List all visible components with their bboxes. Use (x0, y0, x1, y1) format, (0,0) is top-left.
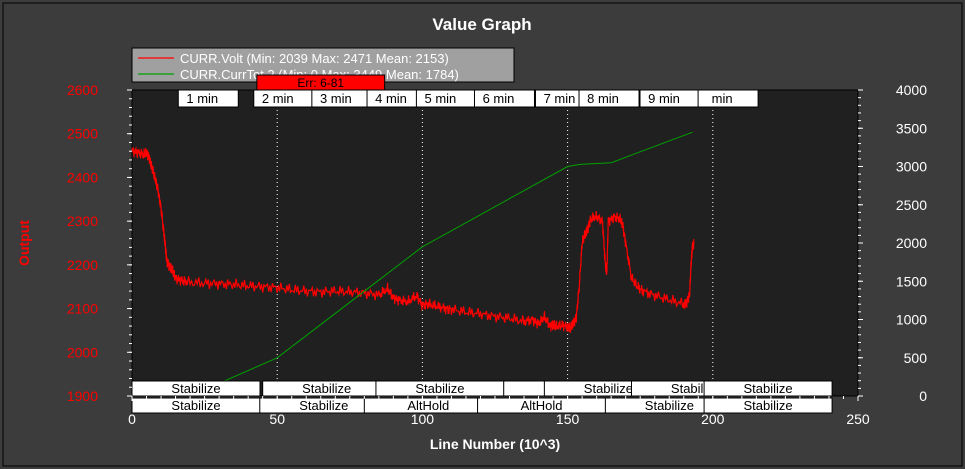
y-right-tick-label: 2500 (896, 197, 927, 213)
y-right-tick-label: 500 (904, 350, 928, 366)
y-left-axis-label: Output (16, 220, 32, 266)
error-marker-box (256, 74, 386, 91)
time-label: 5 min (425, 91, 457, 106)
y-right-tick-label: 3000 (896, 159, 927, 175)
time-label: 9 min (648, 91, 680, 106)
y-right-tick-label: 1000 (896, 312, 927, 328)
mode-label: AltHold (521, 398, 563, 413)
time-label-box (177, 89, 239, 108)
y-left-tick-label: 1900 (67, 388, 98, 404)
y-left-tick-label: 2400 (67, 169, 98, 185)
plot-area (131, 89, 859, 397)
mode-label: Stabilize (744, 381, 793, 396)
time-label: 8 min (587, 91, 619, 106)
time-label: 3 min (320, 91, 352, 106)
time-label: 1 min (186, 91, 218, 106)
mode-label: Stabilize (302, 381, 351, 396)
time-label: 7 min (544, 91, 576, 106)
x-tick-label: 250 (846, 411, 870, 427)
time-label-box (578, 89, 640, 108)
x-tick-label: 0 (128, 411, 136, 427)
mode-label: Stabilize (171, 381, 220, 396)
error-marker-label: Err: 6-81 (297, 76, 344, 90)
y-left-tick-label: 2100 (67, 301, 98, 317)
y-left-tick-label: 2300 (67, 213, 98, 229)
y-left-tick-label: 2200 (67, 257, 98, 273)
mode-label: Stabilize (415, 381, 464, 396)
mode-box (703, 380, 833, 397)
series-line-curr-volt (131, 146, 695, 333)
y-left-tick-label: 2500 (67, 126, 98, 142)
x-tick-label: 150 (556, 411, 580, 427)
mode-label: Stabilize (171, 398, 220, 413)
legend-label: CURR.Volt (Min: 2039 Max: 2471 Mean: 215… (180, 51, 449, 66)
time-label: 2 min (262, 91, 294, 106)
mode-box (131, 380, 261, 397)
mode-label: Stabilize (299, 398, 348, 413)
x-tick-label: 100 (411, 411, 435, 427)
y-right-tick-label: 3500 (896, 120, 927, 136)
y-left-tick-label: 2000 (67, 344, 98, 360)
time-label: min (712, 91, 733, 106)
mode-label: AltHold (407, 398, 449, 413)
x-axis-label: Line Number (10^3) (430, 436, 560, 452)
y-right-tick-label: 1500 (896, 273, 927, 289)
mode-label: Stabilize (584, 381, 633, 396)
time-label-box (473, 89, 535, 108)
mode-label: Stabilize (744, 398, 793, 413)
time-label: 6 min (483, 91, 515, 106)
mode-label: Stabilize (645, 398, 694, 413)
y-right-tick-label: 2000 (896, 235, 927, 251)
chart-title: Value Graph (432, 15, 531, 34)
y-left-tick-label: 2600 (67, 82, 98, 98)
time-label-box (697, 89, 759, 108)
x-tick-label: 50 (269, 411, 285, 427)
y-right-tick-label: 4000 (896, 82, 927, 98)
time-label: 4 min (375, 91, 407, 106)
y-right-tick-label: 0 (919, 388, 927, 404)
x-tick-label: 200 (701, 411, 725, 427)
mode-box (703, 397, 833, 414)
